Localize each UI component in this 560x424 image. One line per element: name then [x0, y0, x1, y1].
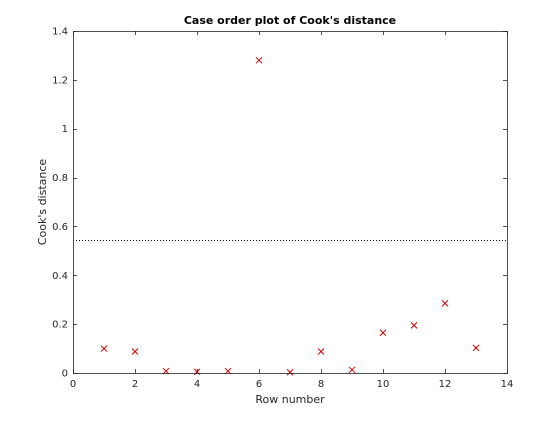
- data-point: [100, 345, 108, 352]
- x-tick-label: 10: [377, 379, 390, 390]
- y-axis-label: Cook's distance: [36, 159, 49, 246]
- data-point: [410, 322, 418, 329]
- x-tick-label: 0: [70, 379, 76, 390]
- y-tick-label: 1.4: [52, 27, 68, 38]
- ticks-layer: 0 2 4 6 8 10 12 14 0 0.2 0.4 0.6 0.8 1 1.2 1.4: [52, 27, 513, 391]
- x-tick-label: 8: [318, 379, 324, 390]
- x-tick-label: 6: [256, 379, 262, 390]
- x-tick-label: 14: [501, 379, 514, 390]
- axes-layer: [73, 31, 508, 374]
- data-point: [379, 329, 387, 337]
- data-point: [255, 56, 263, 64]
- x-tick-label: 12: [439, 379, 452, 390]
- y-tick-label: 0.8: [52, 173, 68, 184]
- y-tick-label: 0.6: [52, 222, 68, 233]
- y-tick-label: 0: [62, 369, 68, 380]
- data-point: [472, 344, 480, 352]
- data-point: [441, 300, 449, 307]
- data-point: [286, 368, 294, 376]
- data-point: [162, 367, 170, 375]
- x-tick-label: 2: [132, 379, 138, 390]
- points-layer: [100, 56, 480, 376]
- axes-box: [73, 31, 508, 374]
- data-point: [348, 366, 356, 374]
- data-point: [131, 348, 139, 355]
- plot-area: [73, 31, 507, 373]
- data-point: [317, 348, 325, 355]
- x-axis-label: Row number: [255, 393, 325, 406]
- data-point: [224, 367, 232, 375]
- chart-title: Case order plot of Cook's distance: [184, 14, 396, 27]
- y-tick-label: 0.4: [52, 271, 68, 282]
- y-tick-label: 1.2: [52, 75, 68, 86]
- y-tick-label: 0.2: [52, 320, 68, 331]
- x-tick-label: 4: [194, 379, 200, 390]
- y-tick-label: 1: [62, 124, 68, 135]
